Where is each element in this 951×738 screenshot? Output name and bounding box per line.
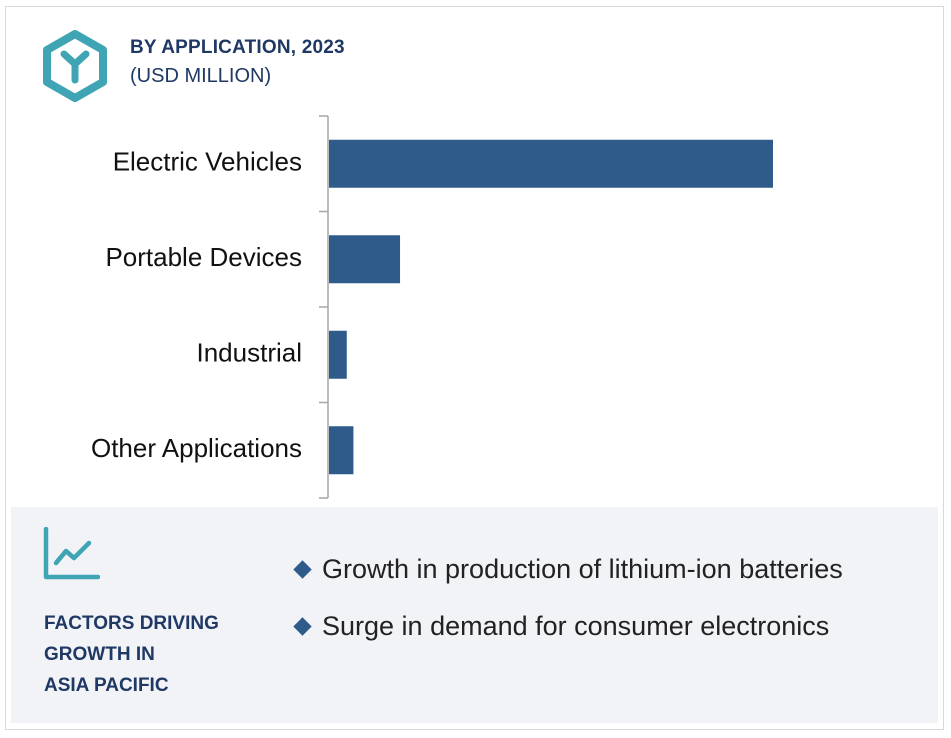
category-label: Industrial: [197, 338, 303, 368]
diamond-bullet-icon: [293, 616, 312, 636]
factors-title: FACTORS DRIVING GROWTH IN ASIA PACIFIC: [44, 608, 219, 701]
category-label: Portable Devices: [105, 242, 302, 272]
factors-title-line: GROWTH IN: [44, 644, 155, 665]
factors-title-line: ASIA PACIFIC: [44, 675, 169, 696]
factor-text: Surge in demand for consumer electronics: [322, 610, 830, 641]
bar-industrial: [329, 330, 347, 379]
line-chart-trend-icon: [43, 527, 100, 580]
bar-chart: Electric Vehicles Portable Devices Industr…: [91, 115, 773, 499]
chart-title: BY APPLICATION, 2023: [130, 37, 345, 58]
category-label: Electric Vehicles: [113, 147, 302, 177]
bar-electric-vehicles: [329, 139, 773, 188]
chart-subtitle: (USD MILLION): [130, 65, 272, 87]
factor-item: Growth in production of lithium-ion batt…: [293, 550, 843, 588]
hexagon-y-logo-icon: [43, 30, 107, 102]
factor-item: Surge in demand for consumer electronics: [293, 607, 843, 645]
bar-other-applications: [329, 426, 354, 475]
factor-text: Growth in production of lithium-ion batt…: [322, 553, 843, 584]
factors-title-line: FACTORS DRIVING: [44, 613, 219, 634]
diamond-bullet-icon: [293, 559, 312, 579]
bar-portable-devices: [329, 235, 401, 284]
factors-panel: [11, 507, 938, 723]
category-label: Other Applications: [91, 433, 302, 463]
factors-list: Growth in production of lithium-ion batt…: [293, 550, 843, 664]
